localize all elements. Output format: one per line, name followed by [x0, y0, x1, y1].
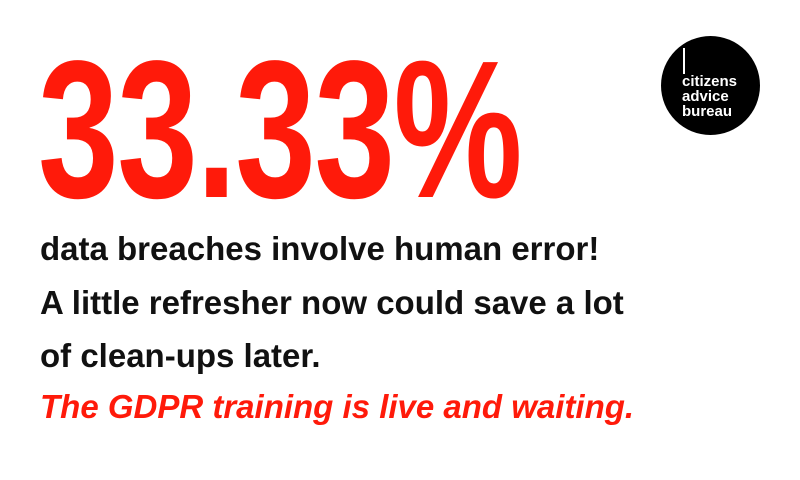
logo-line: advice [682, 88, 729, 105]
headline-statistic: 33.33% [38, 20, 523, 239]
body-line-3: of clean-ups later. [40, 337, 321, 374]
logo-bar [683, 48, 685, 74]
body-line-2: A little refresher now could save a lot [40, 284, 624, 321]
logo-line: citizens [682, 73, 738, 90]
citizens-advice-logo: citizens advice bureau [661, 36, 760, 135]
logo-text: citizens advice bureau [682, 74, 737, 119]
call-to-action: The GDPR training is live and waiting. [40, 388, 635, 425]
body-line-1: data breaches involve human error! [40, 230, 600, 267]
logo-line: bureau [682, 103, 733, 120]
